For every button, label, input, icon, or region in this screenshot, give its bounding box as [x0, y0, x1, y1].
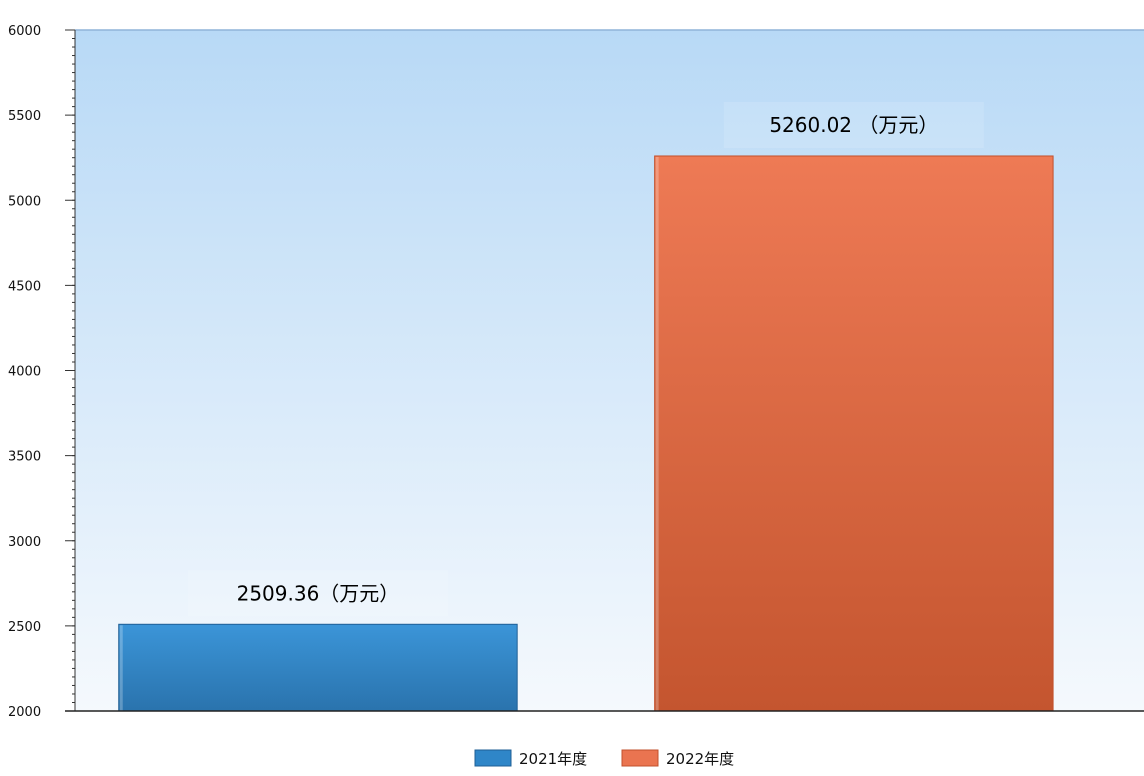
data-label: 5260.02 （万元） — [769, 113, 938, 137]
bar-highlight — [655, 156, 659, 712]
y-tick-label: 5000 — [8, 194, 41, 209]
data-label: 2509.36（万元） — [237, 581, 400, 605]
legend-swatch-1 — [474, 749, 512, 767]
y-tick-label: 2500 — [8, 620, 41, 635]
y-tick-label: 2000 — [8, 705, 41, 720]
y-tick-label: 6000 — [8, 24, 41, 39]
legend-label-1: 2021年度 — [519, 750, 587, 768]
y-tick-label: 4500 — [8, 279, 41, 294]
bar-2 — [654, 155, 1054, 712]
y-tick-label: 4000 — [8, 365, 41, 380]
y-tick-label: 3000 — [8, 535, 41, 550]
legend-label-2: 2022年度 — [666, 750, 734, 768]
y-tick-label: 5500 — [8, 109, 41, 124]
data-label-box — [723, 101, 984, 148]
legend-swatch-2 — [621, 749, 659, 767]
bar-1 — [118, 623, 518, 712]
y-tick-label: 3500 — [8, 450, 41, 465]
data-label-box — [187, 570, 448, 617]
bar-highlight — [119, 625, 123, 711]
